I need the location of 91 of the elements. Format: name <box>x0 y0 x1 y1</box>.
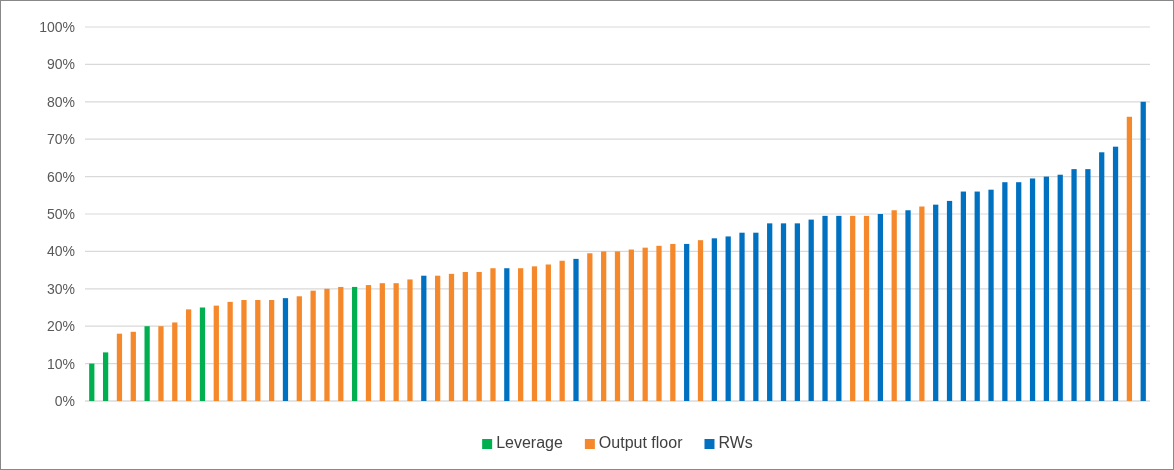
bar <box>670 243 676 401</box>
bar <box>642 247 648 401</box>
legend-label: Leverage <box>496 434 563 451</box>
bar <box>255 300 261 401</box>
bar <box>822 215 828 401</box>
bar <box>185 309 192 401</box>
y-tick-label: 10% <box>46 355 75 372</box>
bar <box>573 258 579 401</box>
bar <box>891 210 897 401</box>
bar <box>462 271 468 401</box>
bar <box>545 264 551 401</box>
bar <box>199 307 206 401</box>
y-tick-label: 30% <box>46 280 75 297</box>
y-tick-label: 80% <box>46 93 75 110</box>
bar <box>393 283 399 401</box>
bar <box>448 273 455 401</box>
bar <box>476 271 482 401</box>
bar <box>697 240 704 401</box>
bar <box>905 210 911 401</box>
bar <box>158 326 164 401</box>
bar <box>435 275 441 401</box>
bar <box>614 251 621 401</box>
bar <box>559 260 565 401</box>
y-tick-label: 40% <box>46 243 75 260</box>
bar <box>1071 169 1077 401</box>
bar <box>974 191 980 401</box>
y-tick-label: 90% <box>46 56 75 73</box>
bar <box>296 296 302 401</box>
bar <box>863 215 870 401</box>
bar <box>933 204 939 401</box>
bar <box>116 333 123 401</box>
bar <box>504 268 510 401</box>
bar <box>1112 146 1119 401</box>
bar <box>808 219 814 401</box>
bar <box>1043 176 1050 401</box>
bar <box>241 300 247 401</box>
bar <box>601 251 607 401</box>
bar <box>739 232 745 401</box>
bar <box>628 249 634 401</box>
y-tick-label: 70% <box>46 131 75 148</box>
bar <box>102 352 109 401</box>
bar <box>310 290 316 401</box>
y-tick-label: 100% <box>39 18 75 35</box>
y-tick-label: 0% <box>54 392 75 409</box>
y-tick-label: 60% <box>46 168 75 185</box>
bar <box>711 238 717 401</box>
bar <box>213 305 219 401</box>
bar <box>379 283 385 401</box>
bar <box>780 223 787 401</box>
bar <box>365 285 372 401</box>
bar <box>352 286 358 401</box>
bar <box>850 215 856 401</box>
bar <box>338 286 344 401</box>
bar <box>269 300 275 401</box>
y-tick-label: 20% <box>46 318 75 335</box>
bar <box>130 331 136 401</box>
bar <box>1016 182 1022 401</box>
bar <box>227 301 233 401</box>
bar <box>407 279 413 401</box>
legend-label: Output floor <box>598 434 684 451</box>
bar <box>794 223 800 401</box>
y-tick-label: 50% <box>46 205 75 222</box>
bar <box>421 275 427 401</box>
bar <box>725 236 731 401</box>
bar <box>324 288 330 401</box>
bar <box>960 191 966 401</box>
bar <box>684 243 690 401</box>
bar <box>1057 174 1063 401</box>
bar <box>1126 116 1133 401</box>
bar <box>946 200 953 401</box>
bar <box>1029 178 1036 401</box>
bar <box>144 326 150 401</box>
bar <box>1099 152 1105 401</box>
bar <box>587 253 593 401</box>
bar <box>656 245 662 401</box>
bar <box>919 206 925 401</box>
bar <box>1002 182 1008 401</box>
bar <box>1140 101 1146 401</box>
bar <box>518 268 524 401</box>
bar <box>988 189 994 401</box>
bar <box>531 266 538 401</box>
bar <box>490 268 496 401</box>
bar <box>753 232 759 401</box>
bar <box>89 363 95 401</box>
bar <box>1085 169 1091 401</box>
bar <box>282 298 289 401</box>
bar <box>767 223 773 401</box>
bar <box>877 214 883 401</box>
legend-label: RWs <box>718 434 753 451</box>
bar <box>172 322 178 401</box>
bar <box>836 215 842 401</box>
